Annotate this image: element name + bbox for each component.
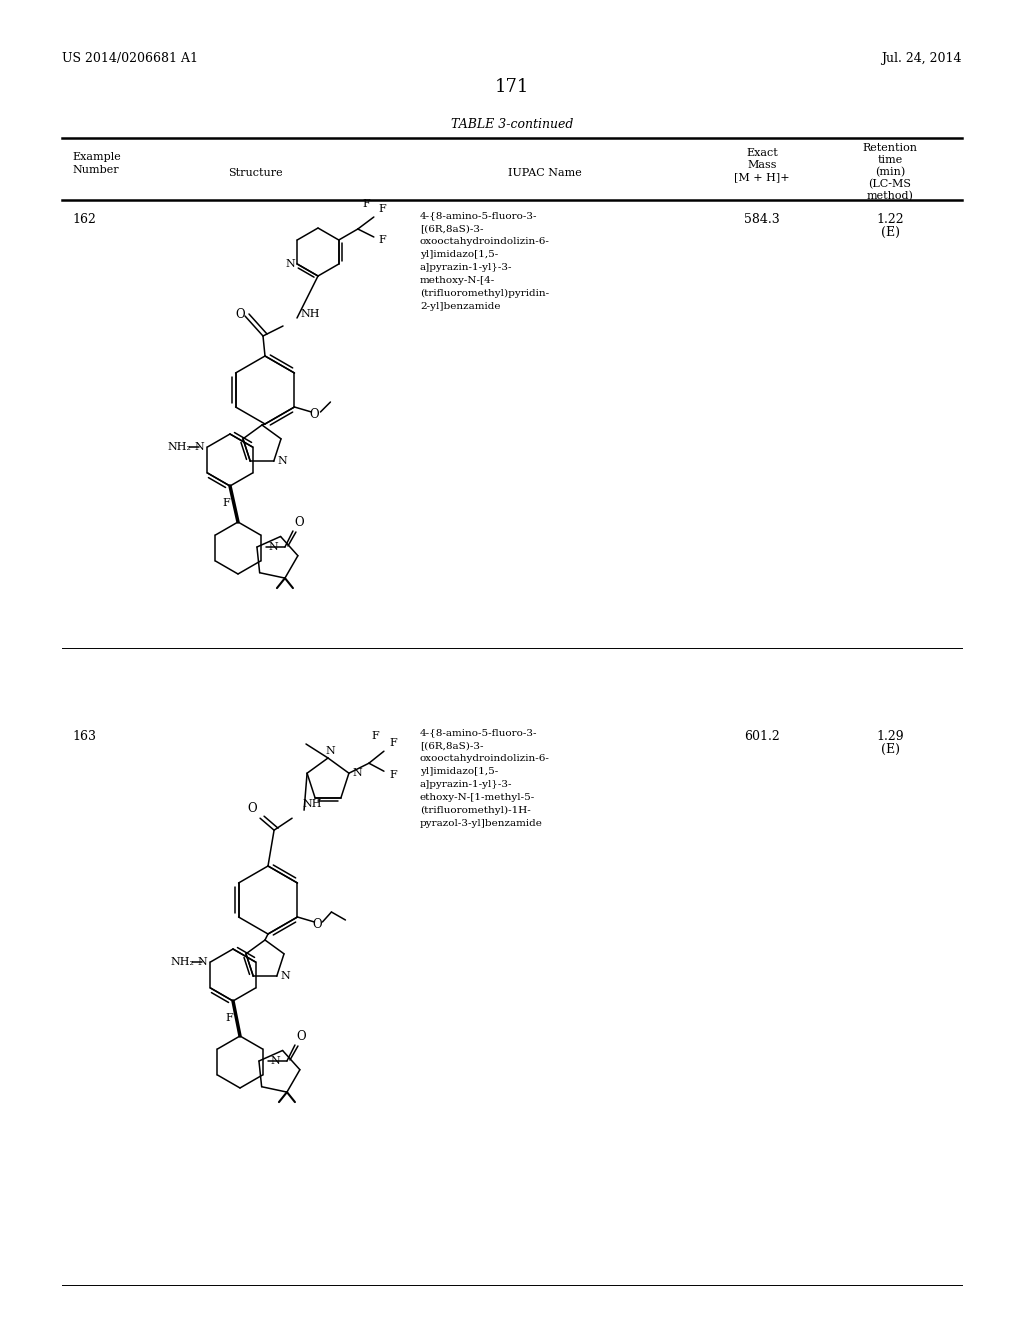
Text: oxooctahydroindolizin-6-: oxooctahydroindolizin-6- [420,238,550,246]
Text: NH: NH [302,799,322,809]
Text: N: N [269,543,279,552]
Text: methoxy-N-[4-: methoxy-N-[4- [420,276,496,285]
Text: [(6R,8aS)-3-: [(6R,8aS)-3- [420,741,483,750]
Text: O: O [312,917,323,931]
Text: 1.22: 1.22 [877,213,904,226]
Text: F: F [389,770,396,780]
Text: N: N [271,1056,281,1067]
Text: O: O [296,1031,306,1044]
Text: TABLE 3-continued: TABLE 3-continued [451,117,573,131]
Text: N: N [281,972,291,981]
Text: 601.2: 601.2 [744,730,780,743]
Text: Jul. 24, 2014: Jul. 24, 2014 [882,51,962,65]
Text: a]pyrazin-1-yl}-3-: a]pyrazin-1-yl}-3- [420,263,512,272]
Text: F: F [389,738,396,748]
Text: 584.3: 584.3 [744,213,780,226]
Text: (E): (E) [881,226,899,239]
Text: O: O [236,308,245,321]
Text: US 2014/0206681 A1: US 2014/0206681 A1 [62,51,198,65]
Text: yl]imidazo[1,5-: yl]imidazo[1,5- [420,249,499,259]
Text: O: O [247,801,257,814]
Text: Structure: Structure [227,168,283,178]
Text: oxooctahydroindolizin-6-: oxooctahydroindolizin-6- [420,754,550,763]
Text: a]pyrazin-1-yl}-3-: a]pyrazin-1-yl}-3- [420,780,512,789]
Text: F: F [379,235,387,246]
Text: N: N [198,957,208,968]
Text: 163: 163 [72,730,96,743]
Text: 4-{8-amino-5-fluoro-3-: 4-{8-amino-5-fluoro-3- [420,729,538,737]
Text: Mass: Mass [748,160,777,170]
Text: (LC-MS: (LC-MS [868,180,911,189]
Text: (trifluoromethyl)pyridin-: (trifluoromethyl)pyridin- [420,289,549,298]
Text: time: time [878,154,902,165]
Text: N: N [195,442,205,451]
Text: method): method) [866,191,913,202]
Text: Example
Number: Example Number [72,152,121,176]
Text: Exact: Exact [746,148,778,158]
Text: F: F [371,731,379,742]
Text: 4-{8-amino-5-fluoro-3-: 4-{8-amino-5-fluoro-3- [420,211,538,220]
Text: IUPAC Name: IUPAC Name [508,168,582,178]
Text: F: F [225,1012,232,1023]
Text: O: O [294,516,304,529]
Text: NH: NH [300,309,319,319]
Text: N: N [286,259,295,269]
Text: N: N [278,457,288,466]
Text: ethoxy-N-[1-methyl-5-: ethoxy-N-[1-methyl-5- [420,793,536,803]
Text: pyrazol-3-yl]benzamide: pyrazol-3-yl]benzamide [420,818,543,828]
Text: NH₂: NH₂ [168,442,191,451]
Text: (trifluoromethyl)-1H-: (trifluoromethyl)-1H- [420,807,530,816]
Text: 1.29: 1.29 [877,730,904,743]
Text: [M + H]+: [M + H]+ [734,172,790,182]
Text: NH₂: NH₂ [171,957,195,968]
Text: F: F [361,199,370,209]
Text: N: N [353,768,362,779]
Text: Retention: Retention [862,143,918,153]
Text: yl]imidazo[1,5-: yl]imidazo[1,5- [420,767,499,776]
Text: 162: 162 [72,213,96,226]
Text: F: F [379,205,387,214]
Text: [(6R,8aS)-3-: [(6R,8aS)-3- [420,224,483,234]
Text: O: O [309,408,319,421]
Text: 171: 171 [495,78,529,96]
Text: (min): (min) [874,168,905,177]
Text: F: F [222,498,229,508]
Text: (E): (E) [881,743,899,756]
Text: N: N [326,746,335,756]
Text: 2-yl]benzamide: 2-yl]benzamide [420,302,501,312]
